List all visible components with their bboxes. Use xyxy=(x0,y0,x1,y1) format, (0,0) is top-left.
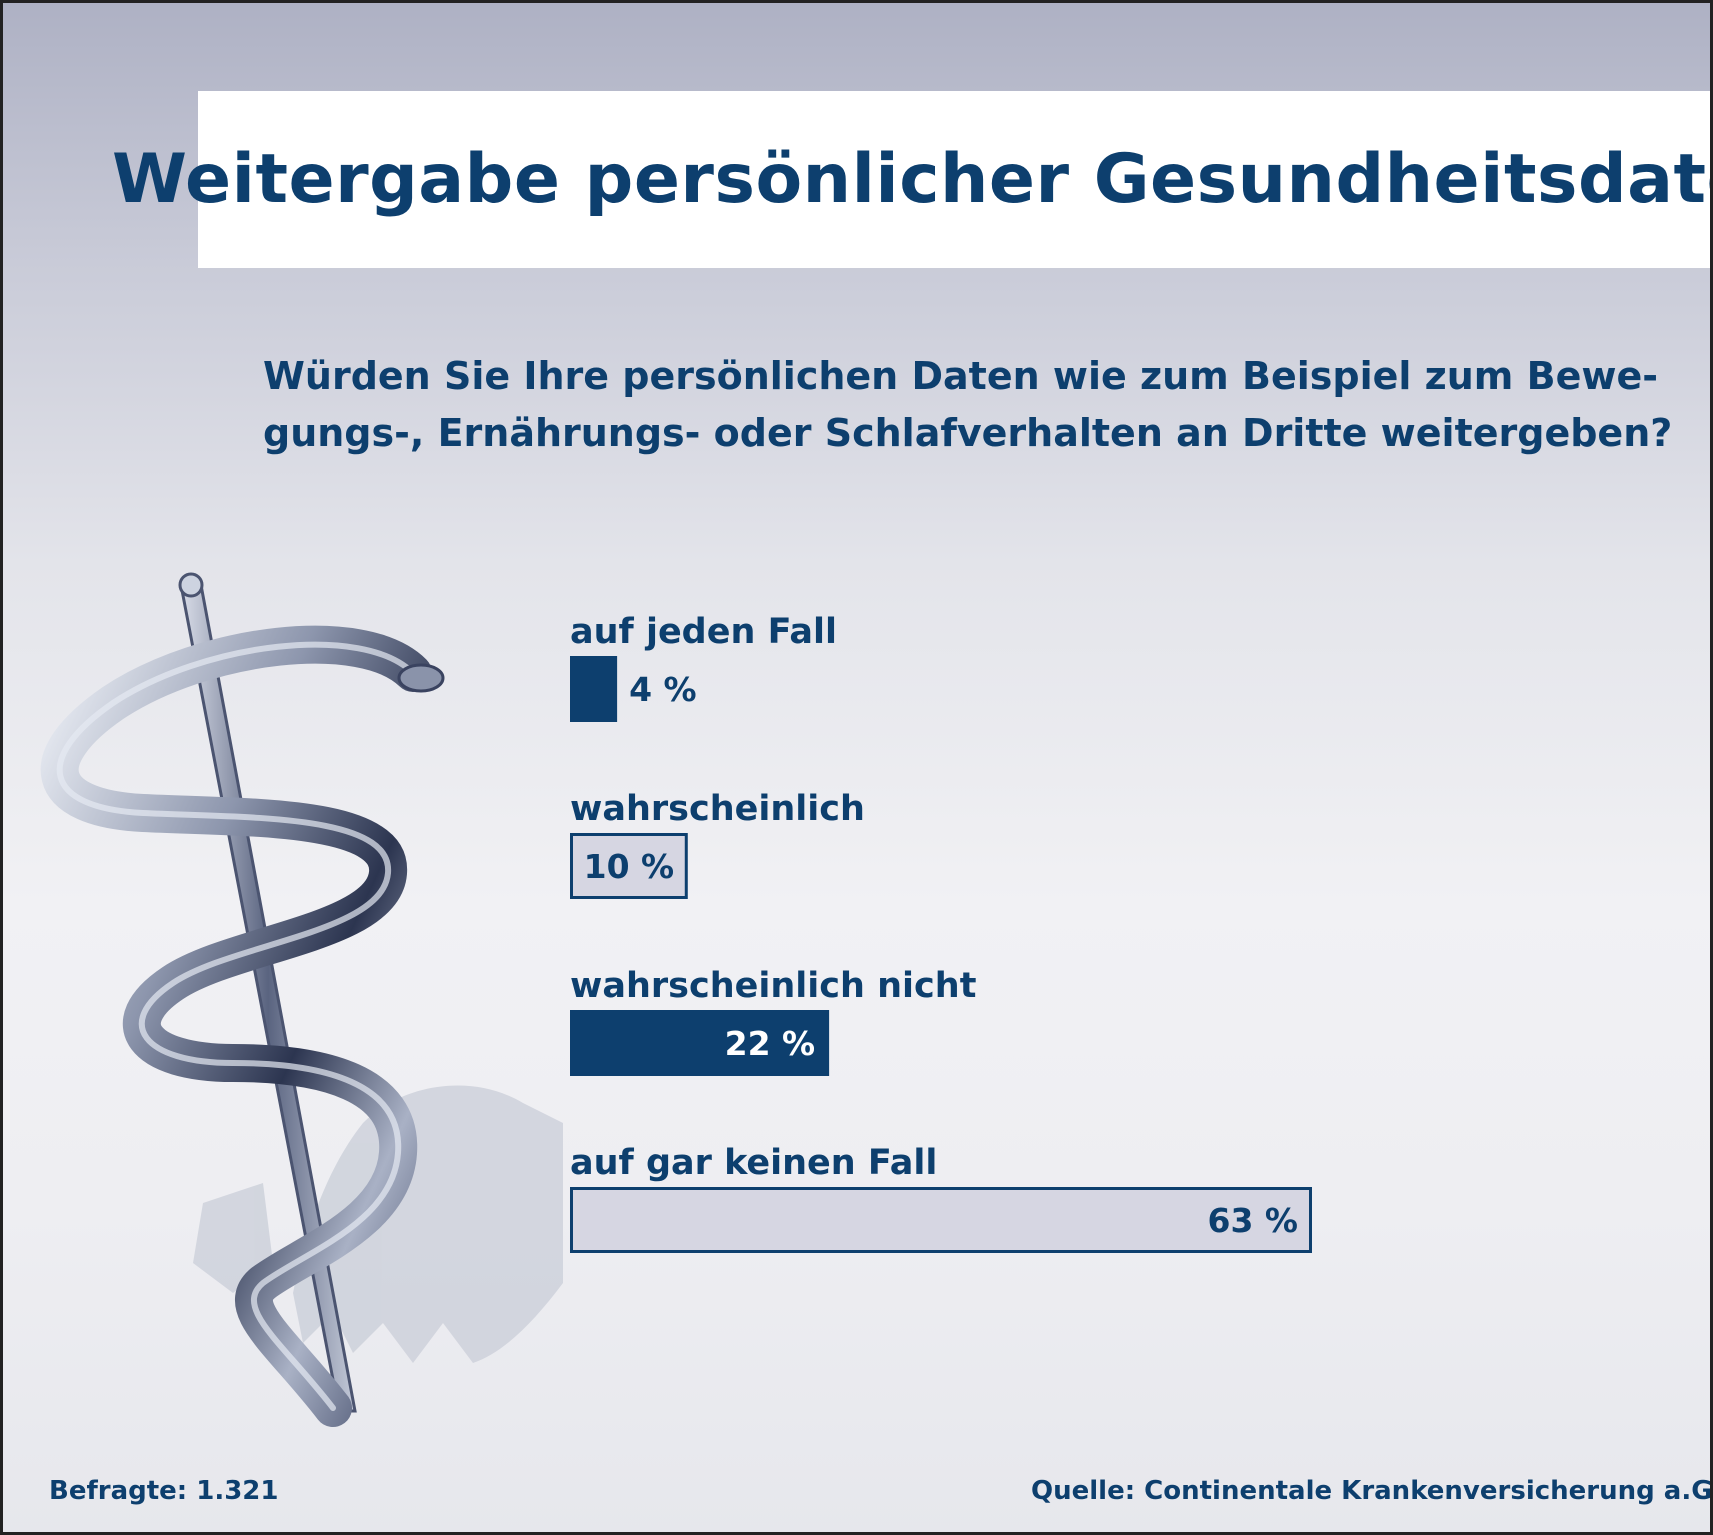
bar xyxy=(570,1010,830,1076)
category-label: auf gar keinen Fall xyxy=(570,1143,937,1183)
value-label: 10 % xyxy=(584,847,674,886)
bar xyxy=(570,833,688,899)
title-banner: Weitergabe persönlicher Gesundheitsdaten xyxy=(112,91,1710,268)
federal-eagle-shadow-icon xyxy=(193,1085,563,1363)
value-label: 22 % xyxy=(725,1024,815,1063)
subtitle-line-2: gungs-, Ernährungs- oder Schlafverhalten… xyxy=(263,411,1673,455)
bar-chart: auf jeden Fall 4 % wahrscheinlich 10 % wahrs… xyxy=(570,612,1312,1253)
value-label: 63 % xyxy=(1208,1201,1298,1240)
chart-subtitle: Würden Sie Ihre persönlichen Daten wie z… xyxy=(263,348,1683,462)
subtitle-line-1: Würden Sie Ihre persönlichen Daten wie z… xyxy=(263,354,1659,398)
category-label: wahrscheinlich xyxy=(570,789,865,829)
value-label: 4 % xyxy=(629,670,697,709)
bar xyxy=(570,1187,1312,1253)
chart-title: Weitergabe persönlicher Gesundheitsdaten xyxy=(111,140,1713,219)
respondents-note: Befragte: 1.321 xyxy=(49,1476,279,1506)
category-label: wahrscheinlich nicht xyxy=(570,966,976,1006)
source-note: Quelle: Continentale Krankenversicherung… xyxy=(1031,1476,1713,1506)
category-label: auf jeden Fall xyxy=(570,612,837,652)
bar xyxy=(570,656,618,722)
aesculapian-staff-icon xyxy=(40,572,563,1427)
